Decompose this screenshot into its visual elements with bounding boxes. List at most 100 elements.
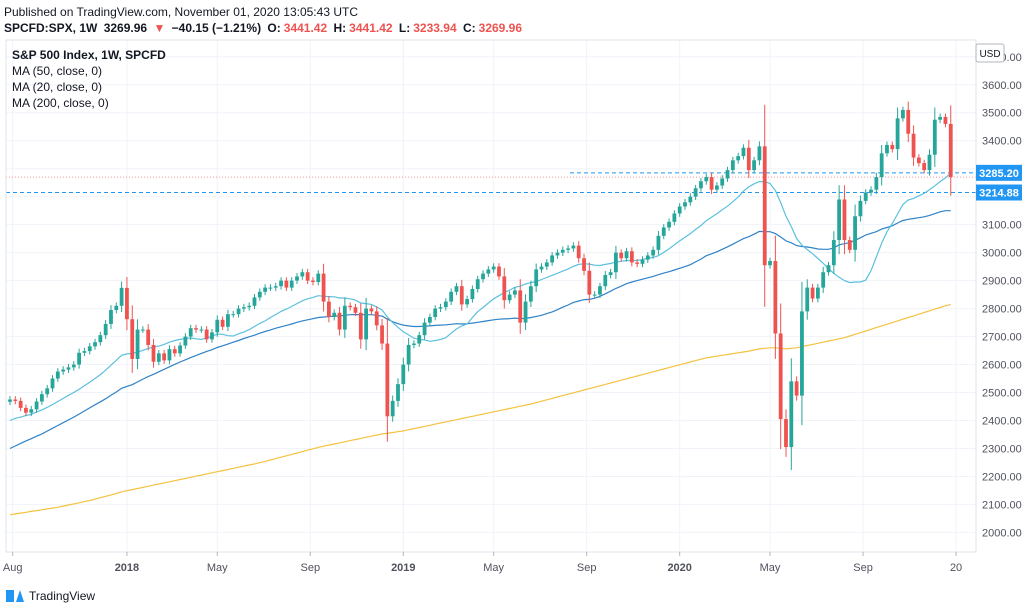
candle (50, 375, 55, 392)
candle (539, 263, 544, 273)
candle-body (576, 245, 581, 259)
open-label: O: (267, 21, 281, 35)
candle (879, 144, 884, 186)
candle (693, 184, 698, 201)
y-tick-label: 2100.00 (982, 499, 1022, 511)
candle-body (916, 157, 921, 164)
symbol-name[interactable]: SPCFD:SPX, 1W (4, 21, 98, 35)
candle (885, 141, 889, 157)
candle (544, 259, 549, 270)
candle-body (146, 329, 151, 345)
candle (688, 193, 693, 206)
candle-body (661, 227, 666, 236)
candle (842, 185, 847, 255)
candle (327, 296, 331, 323)
candle-body (342, 305, 347, 330)
high-value: 3441.42 (349, 21, 393, 35)
candle (922, 159, 927, 174)
candle (241, 303, 246, 312)
candle-body (784, 419, 788, 448)
candle-body (252, 297, 257, 306)
candle-body (757, 146, 762, 161)
x-tick-label: May (207, 562, 228, 574)
candle-body (614, 252, 618, 273)
candle-body (699, 181, 703, 189)
candle (481, 270, 485, 283)
candle-body (236, 308, 241, 315)
candle (125, 276, 129, 331)
candle-body (103, 323, 108, 336)
candle (247, 302, 252, 311)
candle (24, 404, 28, 417)
candle (257, 288, 262, 301)
candle-body (608, 272, 613, 276)
legend-title: S&P 500 Index, 1W, SPCFD (12, 48, 166, 62)
candle-body (172, 349, 177, 354)
candle (709, 172, 714, 195)
candle (34, 398, 39, 413)
candle-body (284, 280, 289, 288)
candle (916, 154, 921, 167)
candle (784, 409, 788, 457)
legend-ma20[interactable]: MA (20, close, 0) (12, 80, 102, 94)
candle (417, 331, 422, 347)
candle-body (837, 199, 842, 241)
candle-body (858, 200, 863, 217)
candle (93, 338, 97, 350)
y-tick-label: 2300.00 (982, 443, 1022, 455)
candle (45, 384, 50, 398)
candle (77, 348, 81, 369)
candle (433, 305, 438, 321)
candle (194, 324, 198, 333)
candle-body (720, 178, 725, 186)
candle (268, 284, 273, 291)
candle-body (528, 286, 533, 302)
candle-body (890, 144, 895, 150)
x-axis[interactable]: Aug 2018 May Sep 2019 May Sep 2020 May Sep 20 (3, 552, 962, 574)
candle (800, 281, 804, 426)
candle (273, 282, 278, 291)
candle (608, 268, 613, 279)
candle-body (714, 185, 719, 190)
candle-body (109, 309, 113, 324)
candle-body (125, 287, 129, 320)
candle-body (752, 160, 756, 171)
candle (486, 266, 491, 277)
candle-body (364, 308, 369, 340)
candle (156, 349, 161, 366)
y-tick-label: 2700.00 (982, 332, 1022, 344)
candle-body (114, 305, 119, 310)
y-tick-label: 3500.00 (982, 108, 1022, 120)
candle-body (906, 109, 911, 134)
footer-brand[interactable]: TradingView (6, 589, 95, 603)
y-tick-label: 2500.00 (982, 388, 1022, 400)
low-value: 3233.94 (413, 21, 457, 35)
high-label: H: (333, 21, 347, 35)
candle (396, 378, 400, 407)
candle-body (305, 272, 310, 281)
candle (725, 166, 730, 182)
candle-body (688, 196, 693, 203)
legend-ma50[interactable]: MA (50, close, 0) (12, 64, 102, 78)
candle (587, 262, 592, 303)
currency-button[interactable]: USD (975, 43, 1005, 63)
candle (311, 277, 315, 286)
candle-body (39, 394, 44, 402)
candle-body (327, 301, 331, 317)
candle-body (502, 276, 507, 301)
candle (348, 302, 353, 311)
candle-body (842, 199, 847, 241)
candle-body (704, 177, 709, 182)
x-tick-label: Sep (853, 562, 873, 574)
candle (380, 319, 384, 350)
close-value: 3269.96 (478, 21, 523, 35)
y-axis[interactable]: 2000.00 2100.00 2200.00 2300.00 2400.00 2500.… (976, 52, 1022, 540)
legend-ma200[interactable]: MA (200, close, 0) (12, 96, 109, 110)
candle (279, 277, 283, 290)
y-tick-label: 3400.00 (982, 136, 1022, 148)
candle-body (321, 273, 326, 302)
candle-body (449, 291, 454, 302)
candle (236, 305, 241, 318)
price-lines (6, 172, 976, 194)
